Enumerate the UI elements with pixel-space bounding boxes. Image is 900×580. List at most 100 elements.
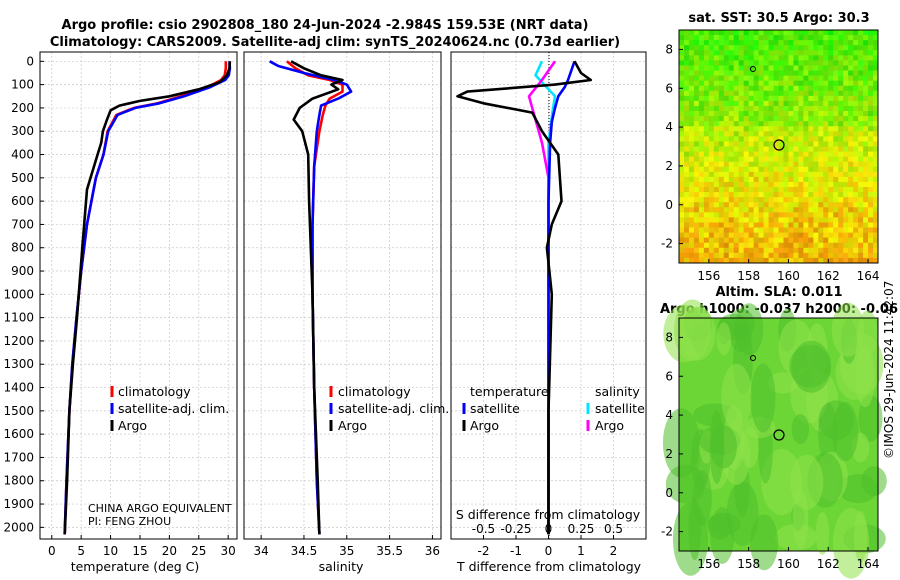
sst-cell bbox=[788, 161, 794, 168]
sst-cell bbox=[718, 242, 725, 249]
sst-cell bbox=[873, 217, 879, 223]
sst-cell bbox=[868, 227, 874, 234]
sst-cell bbox=[733, 247, 740, 254]
sst-cell bbox=[748, 131, 755, 137]
sst-cell bbox=[853, 247, 859, 254]
sst-cell bbox=[853, 85, 859, 92]
sst-cell bbox=[843, 212, 849, 218]
sst-cell bbox=[683, 161, 690, 168]
sst-cell bbox=[813, 50, 819, 56]
sst-cell bbox=[763, 202, 769, 208]
sst-cell bbox=[798, 232, 804, 239]
sst-cell bbox=[693, 55, 700, 61]
sst-cell bbox=[868, 116, 874, 122]
sst-cell bbox=[783, 141, 789, 147]
sst-cell bbox=[748, 242, 755, 249]
sst-cell bbox=[768, 166, 774, 173]
sst-cell bbox=[758, 146, 764, 152]
sst-cell bbox=[863, 40, 869, 46]
sst-cell bbox=[863, 136, 869, 142]
x-tick-label: 2 bbox=[610, 544, 618, 558]
sst-cell bbox=[788, 217, 794, 223]
sst-cell bbox=[723, 126, 730, 132]
sst-cell bbox=[708, 60, 715, 66]
sst-cell bbox=[803, 90, 809, 97]
sst-cell bbox=[743, 90, 750, 97]
sst-cell bbox=[813, 227, 819, 234]
sst-cell bbox=[683, 257, 690, 264]
sst-cell bbox=[723, 111, 730, 117]
sst-cell bbox=[788, 146, 794, 152]
sst-cell bbox=[873, 237, 879, 244]
map-x-tick-label: 156 bbox=[697, 557, 720, 571]
sst-cell bbox=[808, 80, 814, 87]
sst-cell bbox=[733, 252, 740, 259]
sst-cell bbox=[858, 192, 864, 198]
sla-map-frame bbox=[678, 317, 879, 552]
sst-cell bbox=[858, 176, 864, 183]
sst-cell bbox=[848, 146, 854, 152]
sst-cell bbox=[713, 171, 720, 178]
sst-cell bbox=[843, 65, 849, 71]
sst-cell bbox=[743, 65, 750, 71]
sst-cell bbox=[753, 207, 760, 213]
sst-cell bbox=[728, 257, 735, 264]
sst-cell bbox=[728, 232, 735, 239]
map-x-tick-label: 160 bbox=[777, 557, 800, 571]
sst-cell bbox=[698, 222, 705, 228]
sst-cell bbox=[808, 237, 814, 244]
sst-cell bbox=[848, 176, 854, 183]
sst-cell bbox=[738, 116, 745, 122]
sst-cell bbox=[748, 60, 755, 66]
sst-cell bbox=[803, 227, 809, 234]
sst-cell bbox=[803, 40, 809, 46]
sst-cell bbox=[818, 95, 824, 102]
sst-cell bbox=[758, 75, 764, 82]
sla-blob bbox=[818, 400, 854, 440]
sst-cell bbox=[783, 166, 789, 173]
sst-cell bbox=[823, 80, 829, 87]
sst-cell bbox=[873, 227, 879, 234]
sst-cell bbox=[793, 131, 799, 137]
sst-cell bbox=[753, 121, 760, 127]
sst-cell bbox=[828, 60, 834, 66]
sst-cell bbox=[788, 227, 794, 234]
sst-cell bbox=[853, 207, 859, 213]
sst-cell bbox=[713, 227, 720, 234]
sst-cell bbox=[828, 70, 834, 76]
sst-cell bbox=[693, 65, 700, 71]
sst-cell bbox=[679, 111, 685, 117]
sst-cell bbox=[713, 35, 720, 41]
sst-cell bbox=[773, 176, 779, 183]
sst-cell bbox=[833, 136, 839, 142]
sst-cell bbox=[723, 166, 730, 173]
sst-cell bbox=[763, 156, 769, 163]
sst-cell bbox=[793, 146, 799, 152]
sst-cell bbox=[818, 105, 824, 112]
sst-cell bbox=[853, 116, 859, 122]
sst-cell bbox=[798, 202, 804, 208]
sla-blob bbox=[740, 426, 759, 469]
sst-cell bbox=[773, 141, 779, 147]
sst-cell bbox=[708, 207, 715, 213]
sst-cell bbox=[728, 202, 735, 208]
sst-cell bbox=[679, 217, 685, 223]
sst-cell bbox=[763, 126, 769, 132]
sst-cell bbox=[833, 35, 839, 41]
sst-cell bbox=[808, 116, 814, 122]
depth-tick-label: 200 bbox=[11, 101, 34, 115]
sla-map: Altim. SLA: 0.011 Argo h1000: -0.037 h20… bbox=[660, 285, 898, 579]
sst-cell bbox=[713, 187, 720, 193]
depth-tick-label: 1300 bbox=[3, 357, 34, 371]
sst-cell bbox=[793, 197, 799, 203]
sst-cell bbox=[858, 90, 864, 97]
sst-cell bbox=[679, 252, 685, 259]
sst-cell bbox=[723, 85, 730, 92]
sst-cell bbox=[793, 242, 799, 249]
sst-cell bbox=[828, 202, 834, 208]
sst-cell bbox=[748, 197, 755, 203]
sst-cell bbox=[788, 35, 794, 41]
sla-blob bbox=[832, 507, 870, 579]
sst-cell bbox=[753, 252, 760, 259]
depth-tick-label: 1500 bbox=[3, 404, 34, 418]
